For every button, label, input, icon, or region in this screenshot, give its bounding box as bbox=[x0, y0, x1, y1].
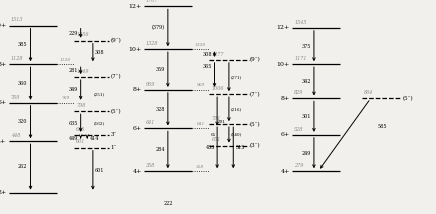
Text: 651: 651 bbox=[211, 137, 221, 142]
Text: 10+: 10+ bbox=[277, 62, 290, 67]
Text: 12+: 12+ bbox=[277, 25, 290, 30]
Text: 359: 359 bbox=[155, 67, 165, 72]
Text: 1277: 1277 bbox=[211, 52, 224, 57]
Text: (162): (162) bbox=[94, 121, 105, 125]
Text: 6+: 6+ bbox=[0, 100, 7, 105]
Text: 308: 308 bbox=[203, 52, 212, 57]
Text: 449: 449 bbox=[69, 135, 78, 141]
Text: 375: 375 bbox=[301, 43, 311, 49]
Text: 635: 635 bbox=[69, 120, 78, 126]
Text: 1006: 1006 bbox=[211, 86, 224, 91]
Text: (7⁻): (7⁻) bbox=[250, 92, 260, 97]
Text: (5⁻): (5⁻) bbox=[402, 96, 413, 101]
Text: 1356: 1356 bbox=[76, 33, 89, 37]
Text: 6+: 6+ bbox=[281, 132, 290, 137]
Text: 6+: 6+ bbox=[133, 126, 142, 131]
Text: 229: 229 bbox=[69, 31, 78, 36]
Text: 1171: 1171 bbox=[294, 56, 307, 61]
Text: 1049: 1049 bbox=[76, 69, 89, 74]
Text: (9⁻): (9⁻) bbox=[110, 38, 121, 43]
Text: 1128: 1128 bbox=[11, 56, 24, 61]
Text: 448: 448 bbox=[11, 133, 20, 138]
Text: 601: 601 bbox=[76, 140, 86, 144]
Text: 791: 791 bbox=[218, 120, 226, 124]
Text: 284: 284 bbox=[155, 147, 165, 152]
Text: (3⁻): (3⁻) bbox=[250, 143, 260, 148]
Text: 969: 969 bbox=[197, 83, 204, 87]
Text: 262: 262 bbox=[18, 164, 27, 169]
Text: 1545: 1545 bbox=[294, 20, 307, 25]
Text: 65: 65 bbox=[211, 133, 216, 137]
Text: 635: 635 bbox=[76, 127, 86, 132]
Text: 769: 769 bbox=[11, 95, 20, 100]
Text: 601: 601 bbox=[95, 168, 104, 173]
Text: (9⁻): (9⁻) bbox=[250, 57, 261, 62]
Text: 641: 641 bbox=[197, 122, 204, 126]
Text: 791: 791 bbox=[211, 116, 221, 121]
Text: (7⁻): (7⁻) bbox=[110, 74, 121, 80]
Text: 358: 358 bbox=[146, 163, 156, 168]
Text: 528: 528 bbox=[294, 127, 304, 132]
Text: 829: 829 bbox=[294, 90, 304, 95]
Text: 1⁻: 1⁻ bbox=[110, 145, 117, 150]
Text: 1328: 1328 bbox=[195, 43, 206, 47]
Text: 328: 328 bbox=[155, 107, 165, 112]
Text: 308: 308 bbox=[94, 50, 104, 55]
Text: 414: 414 bbox=[89, 135, 99, 141]
Text: 1707: 1707 bbox=[146, 0, 159, 3]
Text: 4+: 4+ bbox=[132, 169, 142, 174]
Text: (379): (379) bbox=[152, 25, 165, 30]
Text: 798: 798 bbox=[76, 103, 86, 108]
Text: 349: 349 bbox=[69, 87, 78, 92]
Text: 4+: 4+ bbox=[280, 169, 290, 174]
Text: 864: 864 bbox=[364, 90, 374, 95]
Text: 281: 281 bbox=[69, 68, 78, 73]
Text: 12+: 12+ bbox=[129, 4, 142, 9]
Text: 641: 641 bbox=[146, 120, 156, 125]
Text: 320: 320 bbox=[18, 119, 27, 125]
Text: (271): (271) bbox=[230, 75, 242, 79]
Text: 342: 342 bbox=[301, 79, 311, 84]
Text: 385: 385 bbox=[18, 42, 27, 48]
Text: 222: 222 bbox=[163, 201, 173, 206]
Text: 515: 515 bbox=[235, 145, 245, 150]
Text: 8+: 8+ bbox=[281, 96, 290, 101]
Text: 8+: 8+ bbox=[133, 87, 142, 92]
Text: 301: 301 bbox=[301, 114, 311, 119]
Text: 433: 433 bbox=[205, 145, 215, 150]
Text: 969: 969 bbox=[146, 82, 156, 87]
Text: (140): (140) bbox=[230, 133, 242, 137]
Text: 2+: 2+ bbox=[0, 190, 7, 195]
Text: 1328: 1328 bbox=[146, 41, 159, 46]
Text: 3⁻: 3⁻ bbox=[110, 132, 117, 137]
Text: 358: 358 bbox=[197, 165, 204, 169]
Text: 1513: 1513 bbox=[11, 18, 24, 22]
Text: 585: 585 bbox=[377, 124, 387, 129]
Text: 4+: 4+ bbox=[0, 139, 7, 144]
Text: 10+: 10+ bbox=[129, 47, 142, 52]
Text: 249: 249 bbox=[301, 150, 311, 156]
Text: 769: 769 bbox=[61, 96, 69, 100]
Text: 10+: 10+ bbox=[0, 23, 7, 28]
Text: 360: 360 bbox=[18, 81, 27, 86]
Text: 365: 365 bbox=[203, 64, 212, 69]
Text: 1128: 1128 bbox=[60, 58, 71, 62]
Text: (251): (251) bbox=[94, 92, 105, 96]
Text: 8+: 8+ bbox=[0, 62, 7, 67]
Text: (216): (216) bbox=[230, 107, 242, 111]
Text: (5⁻): (5⁻) bbox=[250, 122, 260, 127]
Text: (5⁻): (5⁻) bbox=[110, 109, 121, 114]
Text: 279: 279 bbox=[294, 163, 304, 168]
